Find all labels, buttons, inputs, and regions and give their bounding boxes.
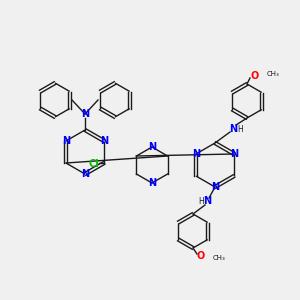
Text: N: N [203, 196, 211, 206]
Text: N: N [62, 136, 70, 146]
Text: N: N [100, 136, 108, 146]
Text: O: O [251, 71, 259, 81]
Text: N: N [81, 169, 89, 179]
Text: N: N [148, 142, 156, 152]
Text: N: N [230, 149, 238, 159]
Text: O: O [197, 251, 205, 261]
Text: N: N [211, 182, 219, 192]
Text: CH₃: CH₃ [267, 71, 280, 77]
Text: N: N [229, 124, 237, 134]
Text: N: N [192, 149, 200, 159]
Text: Cl: Cl [89, 159, 99, 169]
Text: CH₃: CH₃ [213, 255, 226, 261]
Text: N: N [81, 109, 89, 119]
Text: H: H [237, 124, 243, 134]
Text: N: N [148, 178, 156, 188]
Text: H: H [198, 196, 204, 206]
